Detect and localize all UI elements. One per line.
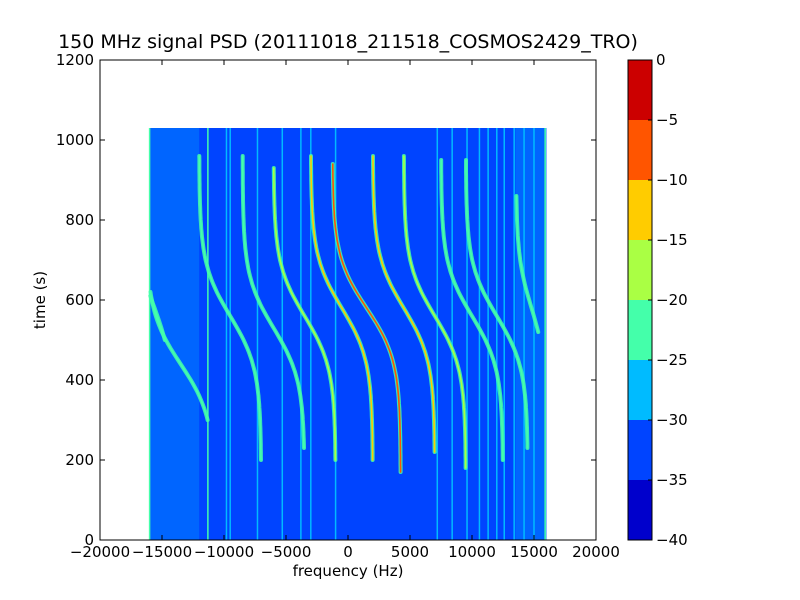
y-tick-label: 1200: [56, 51, 94, 69]
y-axis-label: time (s): [31, 271, 49, 329]
doppler-trace: [515, 195, 540, 333]
x-axis-label: frequency (Hz): [293, 562, 404, 580]
y-tick-label: 1000: [56, 131, 94, 149]
doppler-trace: [149, 291, 209, 421]
colorbar-tick-label: −20: [656, 291, 688, 309]
colorbar-tick-label: −25: [656, 351, 688, 369]
colorbar-segment: [628, 180, 652, 240]
x-tick-label: −15000: [132, 543, 192, 561]
colorbar-segment: [628, 480, 652, 540]
noise-band-left: [149, 128, 200, 540]
x-tick-label: 20000: [572, 543, 620, 561]
heatmap-background: [149, 128, 547, 540]
colorbar: [628, 60, 652, 540]
colorbar-segment: [628, 360, 652, 420]
colorbar-tick-label: −30: [656, 411, 688, 429]
doppler-trace: [403, 155, 467, 469]
colorbar-tick-label: −15: [656, 231, 688, 249]
heatmap-content: [148, 128, 547, 540]
colorbar-tick-label: 0: [656, 51, 666, 69]
chart-title: 150 MHz signal PSD (20111018_211518_COSM…: [58, 31, 638, 53]
colorbar-tick-label: −10: [656, 171, 688, 189]
x-tick-label: 15000: [510, 543, 558, 561]
x-tick-label: −20000: [70, 543, 130, 561]
x-tick-label: 0: [343, 543, 353, 561]
x-axis-ticks: −20000 −15000 −10000 −5000 0 5000 10000 15000 20…: [70, 60, 620, 561]
noise-band-right: [515, 128, 547, 540]
y-tick-label: 0: [84, 531, 94, 549]
y-tick-label: 200: [65, 451, 94, 469]
colorbar-tick-label: −35: [656, 471, 688, 489]
colorbar-segment: [628, 60, 652, 120]
doppler-trace: [440, 159, 504, 461]
colorbar-segment: [628, 120, 652, 180]
x-tick-label: −5000: [261, 543, 312, 561]
doppler-trace: [310, 155, 374, 461]
doppler-trace: [331, 163, 402, 473]
colorbar-tick-label: −5: [656, 111, 678, 129]
colorbar-ticks: −40 −35 −30 −25 −20 −15 −10 −5 0: [648, 51, 688, 549]
colorbar-segment: [628, 420, 652, 480]
x-tick-label: −10000: [194, 543, 254, 561]
y-axis-ticks: 0 200 400 600 800 1000 1200: [56, 51, 596, 549]
doppler-trace: [241, 155, 305, 449]
x-tick-label: 10000: [448, 543, 496, 561]
doppler-trace: [465, 159, 529, 449]
colorbar-segment: [628, 300, 652, 360]
colorbar-tick-label: −40: [656, 531, 688, 549]
colorbar-segment: [628, 240, 652, 300]
x-tick-label: 5000: [391, 543, 429, 561]
doppler-trace: [272, 167, 337, 461]
doppler-trace: [198, 155, 262, 461]
y-tick-label: 600: [65, 291, 94, 309]
y-tick-label: 400: [65, 371, 94, 389]
doppler-trace: [372, 155, 436, 453]
y-tick-label: 800: [65, 211, 94, 229]
